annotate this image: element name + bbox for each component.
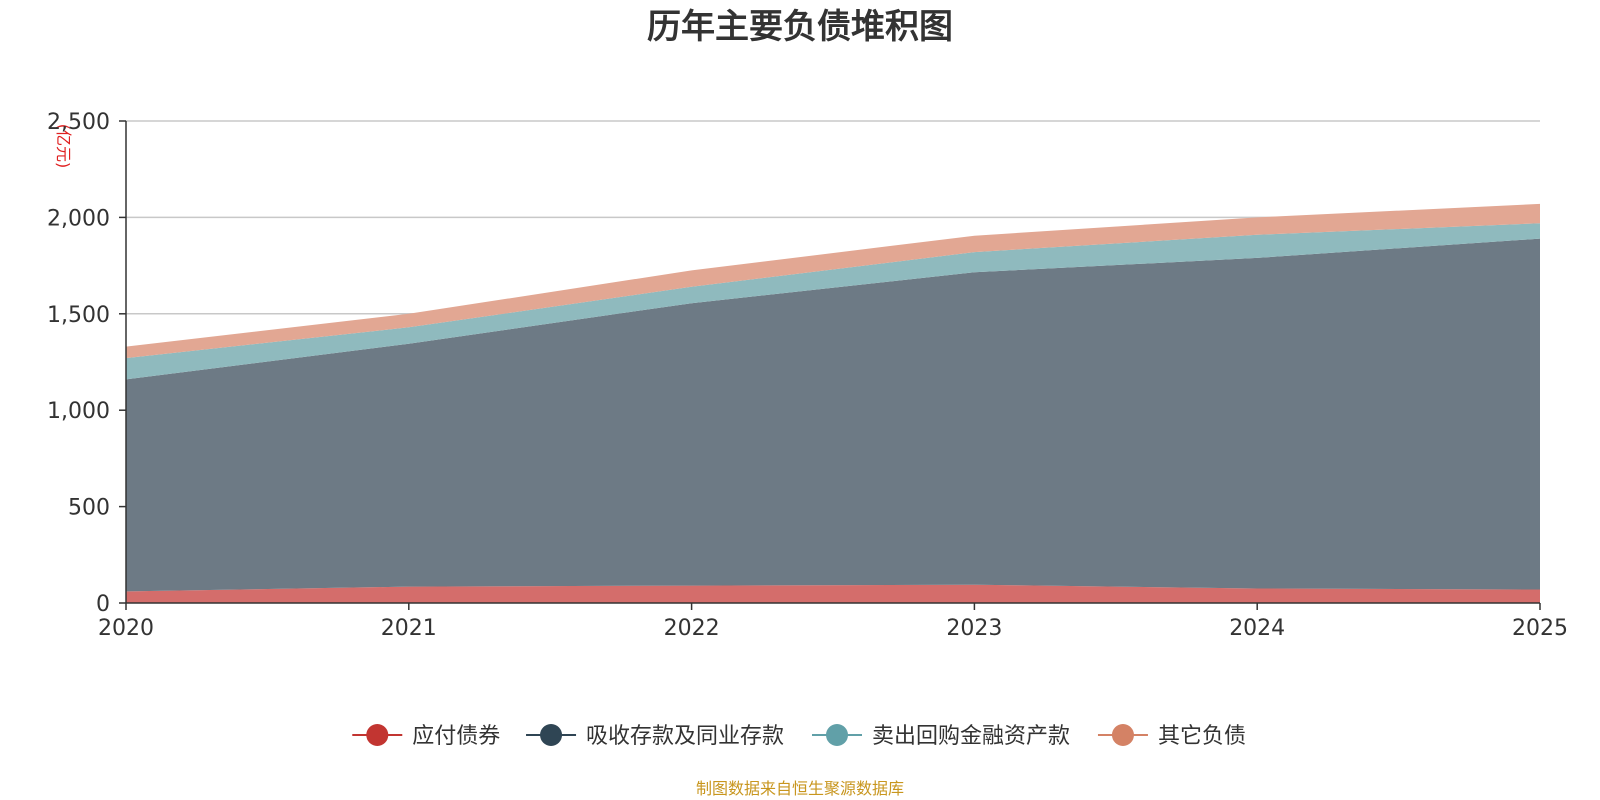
y-tick-label: 1,000 xyxy=(47,399,110,424)
legend-label: 应付债券 xyxy=(412,724,500,749)
legend-item-0[interactable]: 应付债券 xyxy=(352,724,500,749)
series-area-1[interactable] xyxy=(126,238,1540,592)
x-tick-label: 2024 xyxy=(1229,616,1285,641)
y-tick-label: 2,000 xyxy=(47,206,110,231)
legend-label: 其它负债 xyxy=(1158,724,1246,749)
y-unit-label: (亿元) xyxy=(54,124,73,169)
x-tick-label: 2021 xyxy=(381,616,437,641)
legend-item-3[interactable]: 其它负债 xyxy=(1097,724,1246,749)
legend-marker xyxy=(826,724,848,746)
y-tick-label: 1,500 xyxy=(47,303,110,328)
legend-item-1[interactable]: 吸收存款及同业存款 xyxy=(526,724,784,749)
legend-item-2[interactable]: 卖出回购金融资产款 xyxy=(812,724,1070,749)
series-area-0[interactable] xyxy=(126,584,1540,603)
y-tick-label: 2,500 xyxy=(47,110,110,135)
series-area-3[interactable] xyxy=(126,203,1540,359)
x-tick-label: 2023 xyxy=(946,616,1002,641)
axes: 0 500 1,000 1,500 2,000 2,500 2020 2021 2022 2023… xyxy=(47,110,1568,641)
legend-marker xyxy=(366,724,389,746)
source-note: 制图数据来自恒生聚源数据库 xyxy=(696,779,904,798)
legend-marker xyxy=(540,724,563,746)
chart-title: 历年主要负债堆积图 xyxy=(647,7,953,47)
legend[interactable]: 应付债券 吸收存款及同业存款 卖出回购金融资产款 其它负债 xyxy=(352,724,1246,749)
y-tick-label: 500 xyxy=(68,496,110,521)
y-tick-label: 0 xyxy=(96,592,110,617)
legend-label: 卖出回购金融资产款 xyxy=(872,724,1070,749)
legend-marker xyxy=(1111,724,1134,746)
area-layer xyxy=(126,203,1540,603)
legend-label: 吸收存款及同业存款 xyxy=(586,724,784,749)
series-area-2[interactable] xyxy=(126,223,1540,380)
x-tick-label: 2025 xyxy=(1512,616,1568,641)
x-tick-label: 2022 xyxy=(664,616,720,641)
x-tick-label: 2020 xyxy=(98,616,154,641)
